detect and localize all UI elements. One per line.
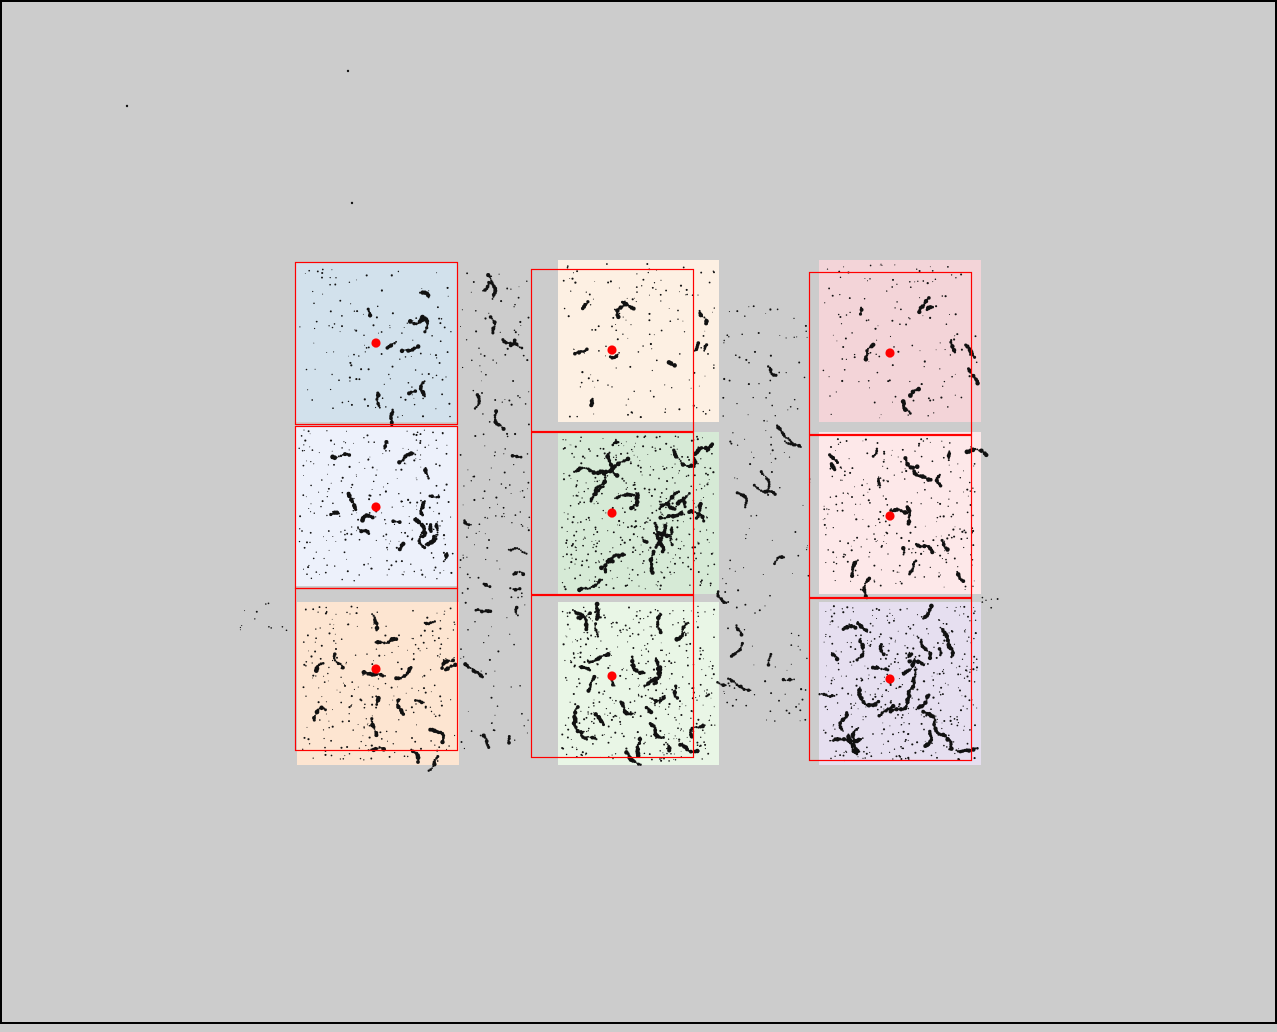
tile-center-marker-r1c2[interactable] bbox=[885, 511, 895, 521]
tile-center-marker-r2c2[interactable] bbox=[885, 674, 895, 684]
tile-frame-r2c2[interactable] bbox=[808, 597, 973, 762]
tile-frame-r0c1[interactable] bbox=[530, 268, 695, 433]
tile-center-marker-r0c0[interactable] bbox=[371, 338, 381, 348]
tile-center-marker-r1c0[interactable] bbox=[371, 502, 381, 512]
tile-frame-r2c1[interactable] bbox=[530, 594, 695, 759]
tile-frame-r1c1[interactable] bbox=[530, 431, 695, 596]
tile-center-marker-r1c1[interactable] bbox=[607, 508, 617, 518]
tile-frame-r1c2[interactable] bbox=[808, 434, 973, 599]
tile-fill-r0c1 bbox=[558, 260, 719, 422]
tile-fill-r1c2 bbox=[819, 432, 981, 594]
tile-center-marker-r0c2[interactable] bbox=[885, 348, 895, 358]
tile-frame-r2c0[interactable] bbox=[294, 587, 459, 752]
tile-fill-r0c2 bbox=[819, 260, 981, 422]
speckle-layer bbox=[125, 69, 999, 772]
tile-center-marker-r2c0[interactable] bbox=[371, 664, 381, 674]
tile-frame-r0c2[interactable] bbox=[808, 271, 973, 436]
tile-frame-r0c0[interactable] bbox=[294, 261, 459, 426]
tile-center-marker-r2c1[interactable] bbox=[607, 671, 617, 681]
tile-center-marker-r0c1[interactable] bbox=[607, 345, 617, 355]
